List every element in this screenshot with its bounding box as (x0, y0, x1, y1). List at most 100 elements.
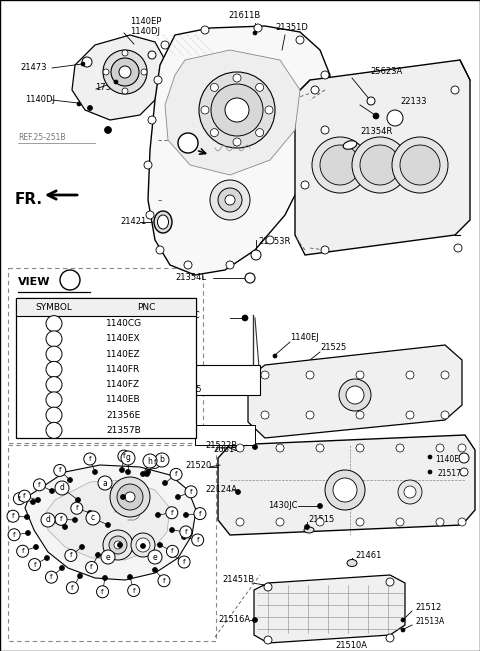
Circle shape (264, 636, 272, 644)
Circle shape (254, 24, 262, 32)
Circle shape (46, 422, 62, 438)
Text: 22133: 22133 (400, 98, 427, 107)
Circle shape (25, 531, 31, 536)
Text: 21522B: 21522B (205, 441, 237, 449)
Circle shape (236, 490, 240, 495)
Text: 21461: 21461 (355, 551, 382, 559)
Circle shape (65, 549, 77, 561)
Circle shape (184, 261, 192, 269)
Circle shape (87, 510, 93, 516)
Circle shape (125, 492, 135, 502)
Circle shape (306, 371, 314, 379)
Text: f: f (132, 587, 135, 594)
Circle shape (163, 480, 168, 486)
Text: d: d (60, 484, 64, 493)
Text: f: f (70, 553, 72, 559)
Circle shape (84, 453, 96, 465)
Circle shape (45, 555, 49, 561)
Text: a: a (51, 319, 57, 328)
Text: f: f (88, 456, 91, 462)
Polygon shape (165, 50, 300, 175)
Circle shape (210, 129, 218, 137)
Circle shape (118, 450, 130, 462)
Text: h: h (147, 456, 153, 465)
Text: f: f (171, 548, 174, 555)
Circle shape (80, 544, 84, 549)
Text: 21516A: 21516A (218, 615, 250, 624)
Text: 1140FR: 1140FR (106, 365, 140, 374)
Circle shape (356, 411, 364, 419)
Circle shape (34, 479, 46, 491)
Circle shape (149, 456, 161, 468)
Circle shape (312, 137, 368, 193)
Text: REF.25-251B: REF.25-251B (18, 133, 65, 143)
Text: b: b (51, 335, 57, 343)
Circle shape (276, 444, 284, 452)
Circle shape (46, 316, 62, 331)
Circle shape (103, 69, 109, 75)
Text: f: f (190, 489, 192, 495)
Circle shape (72, 518, 77, 523)
Circle shape (111, 58, 139, 86)
Circle shape (103, 530, 133, 560)
Circle shape (120, 495, 125, 499)
Circle shape (158, 575, 170, 587)
Text: c: c (91, 514, 95, 523)
Text: 21357B: 21357B (106, 426, 141, 435)
Circle shape (316, 518, 324, 526)
Circle shape (145, 469, 151, 475)
Circle shape (392, 137, 448, 193)
Text: 21354R: 21354R (360, 128, 392, 137)
Circle shape (245, 273, 255, 283)
Bar (195, 425, 255, 445)
Circle shape (31, 499, 36, 505)
Text: 1140EB: 1140EB (106, 395, 141, 404)
Circle shape (401, 628, 405, 632)
Circle shape (153, 568, 157, 572)
Circle shape (96, 553, 100, 557)
Text: 26614: 26614 (213, 445, 240, 454)
Circle shape (386, 578, 394, 586)
Circle shape (154, 76, 162, 84)
Text: 21510A: 21510A (335, 641, 367, 650)
Circle shape (105, 126, 111, 133)
Circle shape (356, 371, 364, 379)
Circle shape (211, 84, 263, 136)
Polygon shape (248, 345, 462, 438)
Text: 21353R: 21353R (258, 238, 290, 247)
Text: 1140EW: 1140EW (435, 456, 467, 465)
Circle shape (169, 553, 175, 557)
Circle shape (367, 97, 375, 105)
Text: f: f (199, 510, 201, 517)
Circle shape (325, 470, 365, 510)
Circle shape (122, 50, 128, 56)
Polygon shape (218, 435, 475, 535)
Text: 1140FZ: 1140FZ (106, 380, 140, 389)
Text: 1430JC: 1430JC (268, 501, 298, 510)
Circle shape (226, 261, 234, 269)
Text: e: e (51, 380, 57, 389)
Text: A: A (185, 138, 192, 148)
Circle shape (141, 471, 145, 477)
Circle shape (406, 411, 414, 419)
Circle shape (170, 468, 182, 480)
Circle shape (34, 544, 38, 549)
Text: f: f (101, 589, 104, 595)
Circle shape (71, 503, 83, 514)
Circle shape (128, 574, 132, 579)
Circle shape (387, 110, 403, 126)
Text: 1140FC: 1140FC (168, 311, 200, 320)
Polygon shape (254, 575, 405, 643)
Text: 1140EJ: 1140EJ (290, 333, 319, 342)
Circle shape (265, 106, 273, 114)
Circle shape (85, 561, 97, 574)
Polygon shape (148, 26, 330, 275)
Circle shape (46, 377, 62, 393)
Circle shape (167, 546, 179, 557)
Circle shape (436, 444, 444, 452)
Circle shape (233, 138, 241, 146)
Text: 22124A: 22124A (205, 486, 237, 495)
Text: d: d (51, 365, 57, 374)
Circle shape (46, 331, 62, 347)
Text: 21517A: 21517A (438, 469, 467, 477)
